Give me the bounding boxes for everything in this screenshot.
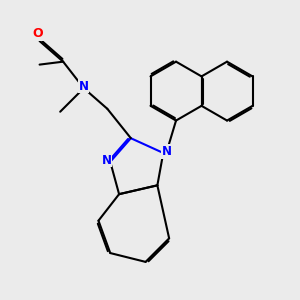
Text: N: N — [162, 145, 172, 158]
Text: N: N — [102, 154, 112, 167]
Text: N: N — [79, 80, 89, 93]
Text: O: O — [33, 27, 44, 40]
